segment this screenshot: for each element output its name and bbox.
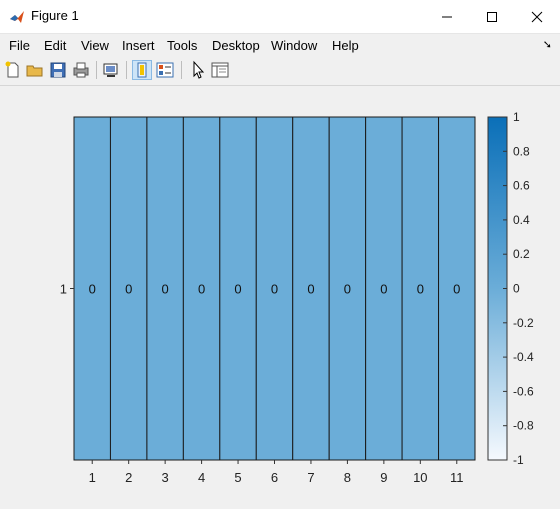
menu-window[interactable]: Window [271,38,318,53]
minimize-icon [442,16,452,18]
title-bar[interactable]: Figure 1 [0,0,560,34]
cell-value-label: 0 [234,282,241,297]
colorbar-tick-label: 0.6 [513,179,530,193]
open-property-inspector-icon [211,62,229,78]
menu-desktop[interactable]: Desktop [212,38,260,53]
cell-value-label: 0 [417,282,424,297]
heatmap-cell[interactable] [255,116,294,461]
edit-plot-icon [193,60,205,79]
heatmap-cell[interactable] [146,116,184,461]
cell-value-label: 0 [453,282,460,297]
new-figure-button[interactable] [3,60,23,80]
close-button[interactable] [514,0,560,33]
cell-value-label: 0 [89,282,96,297]
cell-value-label: 0 [198,282,205,297]
show-plot-tools-button[interactable] [155,60,175,80]
cell-value-label: 0 [162,282,169,297]
y-tick-label: 1 [60,282,67,297]
menu-view[interactable]: View [81,38,109,53]
colorbar-tick-label: -0.6 [513,384,534,398]
cell-value-label: 0 [125,282,132,297]
print-icon [73,62,89,78]
figure-canvas[interactable]: 0 0 0 0 0 0 0 0 0 0 0 1 2 3 4 5 6 7 8 9 10 11 1 1 0.8 0.6 0.4 0.… [0,86,560,504]
save-button[interactable] [48,60,68,80]
colorbar-tick-label: -0.4 [513,350,534,364]
cell-value-label: 0 [271,282,278,297]
menu-file[interactable]: File [9,38,30,53]
colorbar-tick-label: -0.8 [513,419,534,433]
maximize-icon [487,12,497,22]
cell-value-label: 0 [380,282,387,297]
colorbar-tick-label: -0.2 [513,316,534,330]
window-title: Figure 1 [31,8,79,23]
x-tick-label: 3 [162,470,169,485]
property-inspector-button[interactable] [210,60,230,80]
hide-plot-tools-button[interactable] [132,60,152,80]
x-tick-label: 2 [125,470,132,485]
link-plot-icon [103,63,118,77]
cell-value-label: 0 [307,282,314,297]
close-icon [531,11,543,23]
colorbar-tick-label: 0.2 [513,247,530,261]
heatmap-cell[interactable] [401,116,440,461]
heatmap-cell[interactable] [182,116,221,461]
heatmap-cell[interactable] [73,116,111,461]
show-plot-tools-icon [156,62,174,78]
colorbar-tick-label: 0.8 [513,144,530,158]
x-tick-label: 9 [380,470,387,485]
heatmap-cell[interactable] [328,116,367,461]
menu-help[interactable]: Help [332,38,359,53]
x-tick-label: 5 [234,470,241,485]
colorbar-tick-label: 1 [513,110,520,124]
maximize-button[interactable] [469,0,515,33]
edit-plot-button[interactable] [188,60,208,80]
colorbar-tick-label: -1 [513,453,524,467]
x-tick-label: 4 [198,470,205,485]
menu-insert[interactable]: Insert [122,38,155,53]
menu-tools[interactable]: Tools [167,38,198,53]
link-plot-button[interactable] [101,60,121,80]
figure-toolbar [0,57,560,86]
x-tick-label: 11 [450,470,464,485]
toolbar-separator [181,61,182,79]
menu-edit[interactable]: Edit [44,38,67,53]
colorbar-tick-label: 0.4 [513,213,530,227]
open-file-button[interactable] [25,60,45,80]
x-tick-label: 8 [344,470,351,485]
toolbar-separator [126,61,127,79]
x-tick-label: 7 [307,470,314,485]
print-button[interactable] [71,60,91,80]
toolbar-separator [96,61,97,79]
x-tick-label: 10 [413,470,427,485]
new-figure-icon [5,61,19,78]
heatmap-cell[interactable] [438,116,476,461]
x-tick-label: 6 [271,470,278,485]
hide-plot-tools-icon [137,62,147,78]
minimize-button[interactable] [424,0,470,33]
menu-bar: File Edit View Insert Tools Desktop Wind… [0,34,560,56]
save-icon [50,62,66,78]
x-tick-label: 1 [89,470,96,485]
dock-figure-icon[interactable]: ➘ [542,39,552,51]
heatmap-cell[interactable] [109,116,148,461]
heatmap-chart[interactable]: 0 0 0 0 0 0 0 0 0 0 0 1 2 3 4 5 6 7 8 9 10 11 1 1 0.8 0.6 0.4 0.… [0,86,560,504]
cell-value-label: 0 [344,282,351,297]
open-file-icon [26,65,43,77]
matlab-logo-icon [10,11,24,23]
colorbar-tick-label: 0 [513,282,520,296]
